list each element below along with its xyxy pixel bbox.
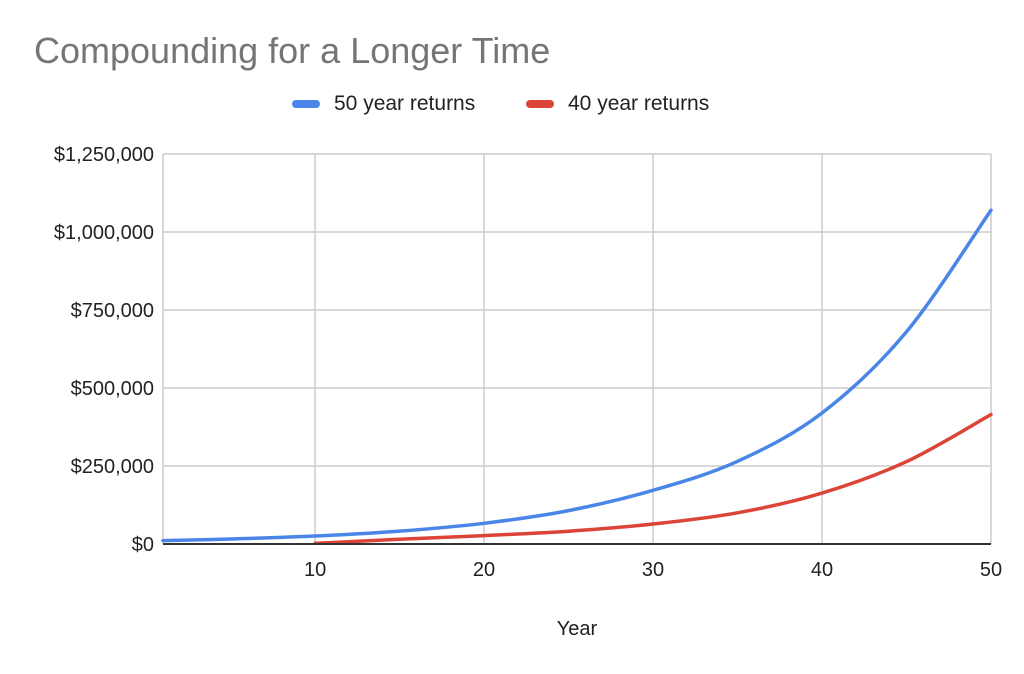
y-tick-label: $1,250,000 [54, 144, 154, 166]
series-line-0[interactable] [161, 208, 993, 543]
x-axis-title: Year [557, 618, 598, 640]
x-tick-label: 30 [642, 559, 664, 581]
legend-label-40-year: 40 year returns [568, 92, 710, 115]
legend-swatch-blue [292, 100, 320, 108]
legend-item-50-year[interactable]: 50 year returns [292, 92, 475, 116]
gridlines [162, 153, 992, 544]
legend-label-50-year: 50 year returns [334, 92, 476, 115]
x-tick-label: 50 [980, 559, 1002, 581]
legend-item-40-year[interactable]: 40 year returns [526, 92, 709, 116]
y-axis-labels: $0 $250,000 $500,000 $750,000 $1,000,000 $1,2… [54, 144, 154, 556]
y-tick-label: $250,000 [71, 456, 154, 478]
y-tick-label: $1,000,000 [54, 222, 154, 244]
y-tick-label: $0 [132, 534, 154, 556]
x-axis-labels: 10 20 30 40 50 [304, 559, 1002, 581]
series-line-1[interactable] [313, 412, 993, 546]
x-tick-label: 40 [811, 559, 833, 581]
y-tick-label: $500,000 [71, 378, 154, 400]
y-tick-label: $750,000 [71, 300, 154, 322]
legend: 50 year returns 40 year returns [0, 92, 1024, 122]
x-tick-label: 20 [473, 559, 495, 581]
x-tick-label: 10 [304, 559, 326, 581]
legend-swatch-red [526, 100, 554, 108]
chart-title: Compounding for a Longer Time [34, 30, 551, 71]
series-lines [161, 208, 993, 546]
